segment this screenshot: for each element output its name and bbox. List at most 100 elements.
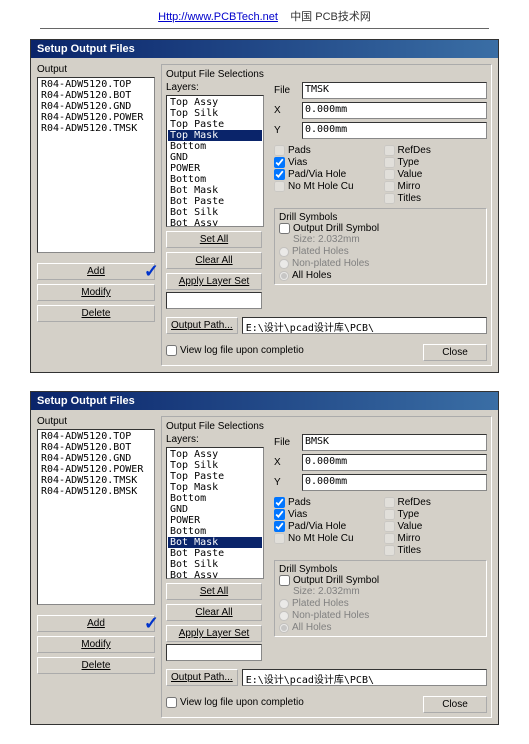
output-list-item[interactable]: R04-ADW5120.GND [39, 453, 153, 464]
layer-list-item[interactable]: Bot Mask [168, 185, 262, 196]
check-refdes: RefDes [384, 145, 488, 156]
drill-symbols-group: Drill SymbolsOutput Drill SymbolSize: 2.… [274, 208, 487, 285]
file-field[interactable]: BMSK [302, 434, 487, 451]
layer-list-item[interactable]: Top Mask [168, 130, 262, 141]
set-all-button[interactable]: Set All [166, 231, 262, 248]
drill-radio-nonplatedholes[interactable]: Non-plated Holes [279, 258, 482, 269]
output-label: Output [37, 416, 155, 427]
output-list-item[interactable]: R04-ADW5120.POWER [39, 464, 153, 475]
check-mirro: Mirro [384, 533, 488, 544]
modify-button[interactable]: Modify [37, 284, 155, 301]
check-padviahole[interactable]: Pad/Via Hole [274, 521, 378, 532]
add-button[interactable]: Add [37, 263, 155, 280]
drill-radio-allholes[interactable]: All Holes [279, 270, 482, 281]
output-path-button[interactable]: Output Path... [166, 317, 238, 334]
output-list-item[interactable]: R04-ADW5120.GND [39, 101, 153, 112]
layer-set-select[interactable] [166, 292, 262, 309]
output-listbox[interactable]: R04-ADW5120.TOPR04-ADW5120.BOTR04-ADW512… [37, 77, 155, 253]
selections-label: Output File Selections [166, 421, 487, 432]
close-button[interactable]: Close [423, 696, 487, 713]
x-field[interactable]: 0.000mm [302, 454, 487, 471]
apply-layer-set-button[interactable]: Apply Layer Set [166, 273, 262, 290]
layer-list-item[interactable]: Bot Assy [168, 570, 262, 579]
layer-list-item[interactable]: Bottom [168, 141, 262, 152]
layer-list-item[interactable]: GND [168, 504, 262, 515]
drill-size: Size: 2.032mm [293, 586, 482, 597]
output-list-item[interactable]: R04-ADW5120.BOT [39, 442, 153, 453]
output-path-button[interactable]: Output Path... [166, 669, 238, 686]
layer-list-item[interactable]: Top Paste [168, 471, 262, 482]
output-list-item[interactable]: R04-ADW5120.TMSK [39, 123, 153, 134]
drill-radio-nonplatedholes: Non-plated Holes [279, 610, 482, 621]
output-list-item[interactable]: R04-ADW5120.TOP [39, 79, 153, 90]
layer-list-item[interactable]: Bot Assy [168, 218, 262, 227]
output-listbox[interactable]: R04-ADW5120.TOPR04-ADW5120.BOTR04-ADW512… [37, 429, 155, 605]
view-log-check[interactable]: View log file upon completio [166, 697, 304, 708]
dialog-titlebar: Setup Output Files [31, 392, 498, 410]
layer-list-item[interactable]: Bot Silk [168, 559, 262, 570]
file-field[interactable]: TMSK [302, 82, 487, 99]
check-nomtholecu: No Mt Hole Cu [274, 533, 378, 544]
layer-list-item[interactable]: POWER [168, 515, 262, 526]
layers-listbox[interactable]: Top AssyTop SilkTop PasteTop MaskBottomG… [166, 447, 264, 579]
apply-layer-set-button[interactable]: Apply Layer Set [166, 625, 262, 642]
output-list-item[interactable]: R04-ADW5120.BMSK [39, 486, 153, 497]
check-vias[interactable]: Vias [274, 509, 378, 520]
check-padviahole[interactable]: Pad/Via Hole [274, 169, 378, 180]
layer-list-item[interactable]: Top Silk [168, 460, 262, 471]
delete-button[interactable]: Delete [37, 657, 155, 674]
check-mark-icon: ✓ [144, 613, 159, 634]
output-path-field[interactable]: E:\设计\pcad设计库\PCB\ [242, 669, 487, 686]
output-drill-symbol-check[interactable]: Output Drill Symbol [279, 575, 482, 586]
layer-list-item[interactable]: Top Paste [168, 119, 262, 130]
layer-list-item[interactable]: Bot Mask [168, 537, 262, 548]
drill-radio-allholes: All Holes [279, 622, 482, 633]
check-mark-icon: ✓ [144, 261, 159, 282]
layers-listbox[interactable]: Top AssyTop SilkTop PasteTop MaskBottomG… [166, 95, 264, 227]
add-button[interactable]: Add [37, 615, 155, 632]
output-drill-symbol-check[interactable]: Output Drill Symbol [279, 223, 482, 234]
clear-all-button[interactable]: Clear All [166, 604, 262, 621]
layer-list-item[interactable]: Top Silk [168, 108, 262, 119]
layer-list-item[interactable]: Bot Paste [168, 196, 262, 207]
output-path-field[interactable]: E:\设计\pcad设计库\PCB\ [242, 317, 487, 334]
layer-list-item[interactable]: Bottom [168, 174, 262, 185]
layer-list-item[interactable]: Bottom [168, 493, 262, 504]
layer-list-item[interactable]: Bot Silk [168, 207, 262, 218]
modify-button[interactable]: Modify [37, 636, 155, 653]
layer-set-select[interactable] [166, 644, 262, 661]
x-field[interactable]: 0.000mm [302, 102, 487, 119]
layer-list-item[interactable]: GND [168, 152, 262, 163]
check-vias[interactable]: Vias [274, 157, 378, 168]
drill-size: Size: 2.032mm [293, 234, 482, 245]
y-field[interactable]: 0.000mm [302, 474, 487, 491]
output-list-item[interactable]: R04-ADW5120.TOP [39, 431, 153, 442]
layer-list-item[interactable]: POWER [168, 163, 262, 174]
file-field-label: File [274, 437, 298, 448]
x-field-label: X [274, 457, 298, 468]
layer-list-item[interactable]: Bot Paste [168, 548, 262, 559]
view-log-check[interactable]: View log file upon completio [166, 345, 304, 356]
output-list-item[interactable]: R04-ADW5120.TMSK [39, 475, 153, 486]
layer-list-item[interactable]: Top Mask [168, 482, 262, 493]
header-link[interactable]: Http://www.PCBTech.net [158, 11, 278, 23]
x-field-label: X [274, 105, 298, 116]
output-list-item[interactable]: R04-ADW5120.BOT [39, 90, 153, 101]
delete-button[interactable]: Delete [37, 305, 155, 322]
setup-output-files-dialog: Setup Output FilesOutputR04-ADW5120.TOPR… [30, 39, 499, 373]
check-pads[interactable]: Pads [274, 497, 378, 508]
y-field[interactable]: 0.000mm [302, 122, 487, 139]
layer-list-item[interactable]: Bottom [168, 526, 262, 537]
set-all-button[interactable]: Set All [166, 583, 262, 600]
output-list-item[interactable]: R04-ADW5120.POWER [39, 112, 153, 123]
check-nomtholecu: No Mt Hole Cu [274, 181, 378, 192]
layer-list-item[interactable]: Top Assy [168, 449, 262, 460]
drill-group-label: Drill Symbols [279, 212, 482, 223]
drill-radio-platedholes: Plated Holes [279, 598, 482, 609]
layers-label: Layers: [166, 82, 264, 93]
close-button[interactable]: Close [423, 344, 487, 361]
check-mirro: Mirro [384, 181, 488, 192]
clear-all-button[interactable]: Clear All [166, 252, 262, 269]
drill-radio-platedholes[interactable]: Plated Holes [279, 246, 482, 257]
layer-list-item[interactable]: Top Assy [168, 97, 262, 108]
